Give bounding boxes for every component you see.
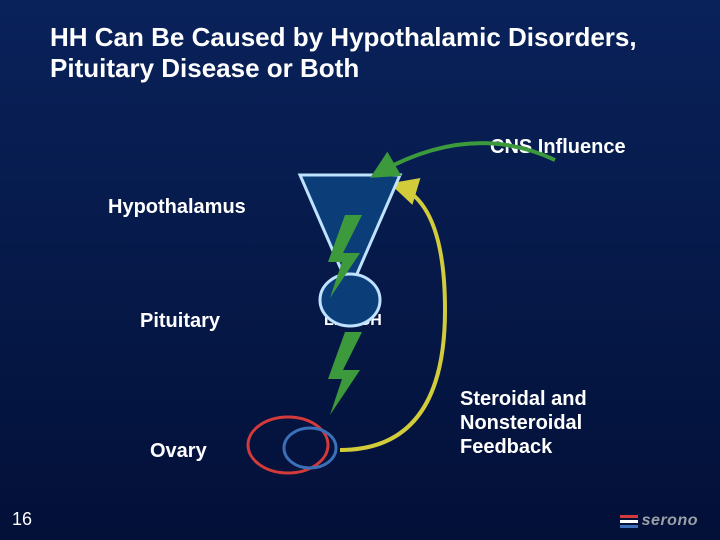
label-lhfsh: LH FSH [324,312,382,330]
logo-text: serono [642,512,698,530]
hypothalamus-shape [300,175,400,290]
logo-bars-icon [620,515,638,528]
label-gnrh: Gn. RH [334,198,381,214]
ovary-blue-oval [284,428,336,468]
label-feedback-2: Nonsteroidal [460,412,582,435]
ovary-red-oval [248,417,328,473]
label-hypothalamus: Hypothalamus [108,196,246,219]
gnrh-bolt [328,215,362,298]
serono-logo: serono [620,512,698,530]
label-cns: CNS Influence [490,136,626,159]
slide-number: 16 [12,509,32,530]
slide-title: HH Can Be Caused by Hypothalamic Disorde… [50,22,670,84]
logo-bar-2 [620,520,638,523]
logo-bar-1 [620,515,638,518]
label-feedback-3: Feedback [460,436,552,459]
label-pituitary: Pituitary [140,310,220,333]
lhfsh-bolt [328,332,362,415]
label-feedback-1: Steroidal and [460,388,587,411]
slide: HH Can Be Caused by Hypothalamic Disorde… [0,0,720,540]
label-ovary: Ovary [150,440,207,463]
logo-bar-3 [620,525,638,528]
